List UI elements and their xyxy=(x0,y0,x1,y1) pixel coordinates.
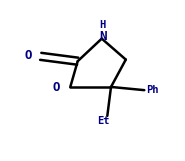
Text: Ph: Ph xyxy=(146,85,159,95)
Text: Et: Et xyxy=(97,116,110,126)
Text: O: O xyxy=(53,81,60,94)
Text: N: N xyxy=(99,30,106,43)
Text: H: H xyxy=(100,20,106,30)
Text: O: O xyxy=(25,49,32,62)
